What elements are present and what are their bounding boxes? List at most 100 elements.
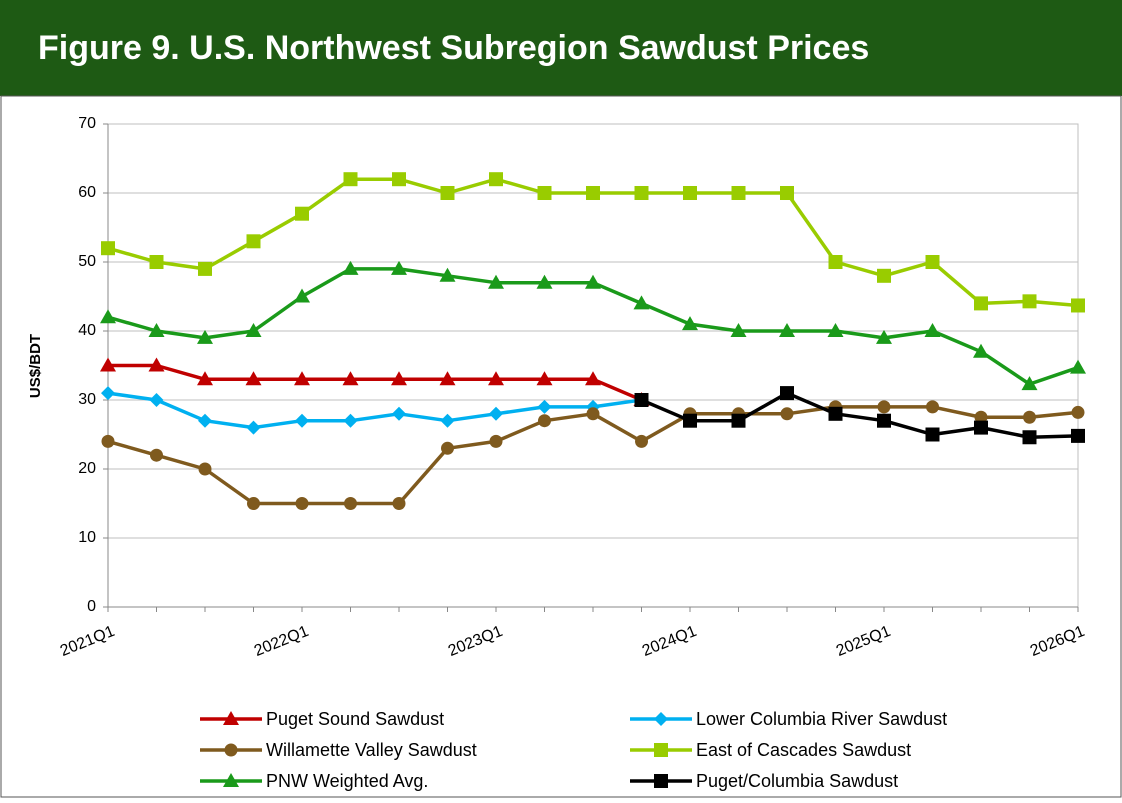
data-point (439, 371, 456, 386)
data-point (633, 295, 650, 310)
data-point (973, 343, 989, 358)
data-point (343, 413, 358, 428)
data-point (150, 448, 163, 462)
data-point (247, 497, 260, 510)
x-tick-label: 2026Q1 (1028, 623, 1087, 660)
data-point (392, 172, 406, 187)
legend-label: Lower Columbia River Sawdust (696, 709, 947, 729)
data-point (197, 371, 213, 386)
data-point (101, 434, 115, 448)
data-point (536, 371, 553, 386)
data-point (683, 413, 697, 428)
data-point (198, 261, 212, 276)
data-point (1022, 430, 1037, 445)
data-point (439, 267, 456, 282)
data-point (731, 413, 746, 428)
data-point (1070, 359, 1086, 374)
data-point (245, 323, 262, 337)
series-line (107, 391, 642, 430)
data-point (440, 413, 455, 428)
data-point (198, 413, 212, 428)
data-point (342, 371, 359, 386)
y-tick-label: 0 (87, 598, 96, 615)
data-point (876, 329, 892, 344)
data-point (100, 357, 116, 372)
frame (0, 95, 1122, 798)
data-point (1023, 410, 1036, 424)
data-point (828, 255, 843, 269)
x-tick-label: 2024Q1 (640, 623, 699, 660)
data-point (780, 407, 794, 421)
data-point (828, 406, 843, 421)
data-point (779, 323, 795, 337)
legend-label: East of Cascades Sawdust (696, 740, 911, 760)
data-point (877, 400, 891, 414)
data-point (730, 323, 747, 337)
x-tick-label: 2021Q1 (58, 623, 117, 660)
data-point (635, 434, 648, 448)
title-band (0, 0, 1122, 96)
data-point (586, 186, 600, 200)
data-point (925, 427, 940, 442)
data-point (488, 274, 504, 289)
y-tick-label: 50 (78, 253, 96, 270)
data-point (343, 172, 358, 187)
data-point (148, 323, 165, 337)
data-point (537, 186, 552, 200)
data-point (538, 414, 551, 428)
x-tick-label: 2023Q1 (446, 623, 505, 660)
data-point (489, 434, 503, 448)
data-point (537, 399, 552, 414)
data-point (391, 260, 407, 275)
data-point (489, 406, 503, 421)
data-point (974, 296, 988, 311)
y-tick-label: 40 (78, 322, 96, 339)
legend-label: PNW Weighted Avg. (266, 771, 428, 791)
data-point (585, 371, 601, 386)
data-point (1071, 405, 1085, 419)
data-point (924, 323, 941, 337)
data-point (925, 255, 940, 269)
x-tick-label: 2025Q1 (834, 623, 893, 660)
data-point (100, 309, 116, 324)
data-point (344, 497, 357, 510)
legend-marker (223, 773, 239, 787)
y-tick-label: 60 (78, 184, 96, 201)
data-point (682, 316, 698, 331)
data-point (926, 400, 939, 414)
data-point (780, 186, 794, 200)
data-point (877, 413, 891, 428)
data-point (245, 371, 262, 386)
data-point (197, 329, 213, 344)
y-tick-label: 70 (78, 115, 96, 132)
data-point (974, 420, 988, 435)
series-line (640, 391, 1079, 440)
y-tick-label: 20 (78, 460, 96, 477)
data-point (974, 410, 988, 424)
data-point (246, 234, 261, 249)
data-point (877, 268, 891, 283)
data-point (295, 413, 309, 428)
data-point (780, 386, 794, 401)
legend-label: Puget Sound Sawdust (266, 709, 444, 729)
data-point (1071, 428, 1085, 443)
data-point (392, 497, 406, 510)
data-point (1021, 376, 1038, 391)
data-point (634, 393, 649, 407)
legend-marker (654, 774, 668, 788)
data-point (391, 371, 407, 386)
x-tick-label: 2022Q1 (252, 623, 311, 660)
data-point (1022, 294, 1037, 309)
data-point (634, 186, 649, 200)
data-point (536, 274, 553, 289)
data-point (148, 357, 165, 372)
data-point (827, 323, 844, 337)
data-point (440, 186, 455, 200)
data-point (294, 288, 310, 303)
y-tick-label: 30 (78, 391, 96, 408)
data-point (1071, 298, 1085, 313)
data-point (295, 497, 309, 510)
chart-title: Figure 9. U.S. Northwest Subregion Sawdu… (38, 29, 869, 67)
data-point (731, 186, 746, 200)
